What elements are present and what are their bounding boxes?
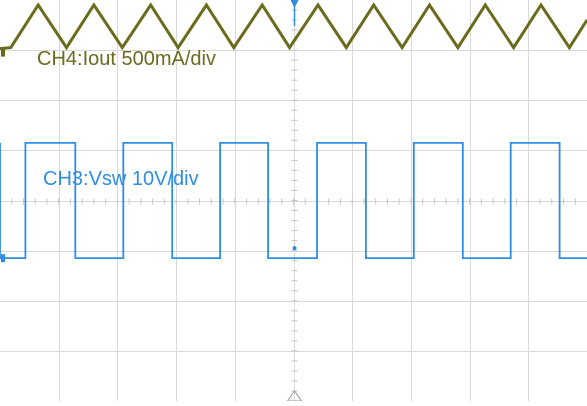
- trigger-position-marker: [290, 0, 299, 8]
- ch3-label: CH3:Vsw 10V/div: [43, 168, 199, 190]
- ch3-trace: [0, 142, 587, 259]
- ch4-trace: [0, 2, 587, 51]
- ch4-ground-marker: [1, 48, 5, 57]
- traces: [0, 2, 587, 259]
- ch4-label: CH4:Iout 500mA/div: [37, 48, 216, 70]
- center-dot: [292, 246, 297, 251]
